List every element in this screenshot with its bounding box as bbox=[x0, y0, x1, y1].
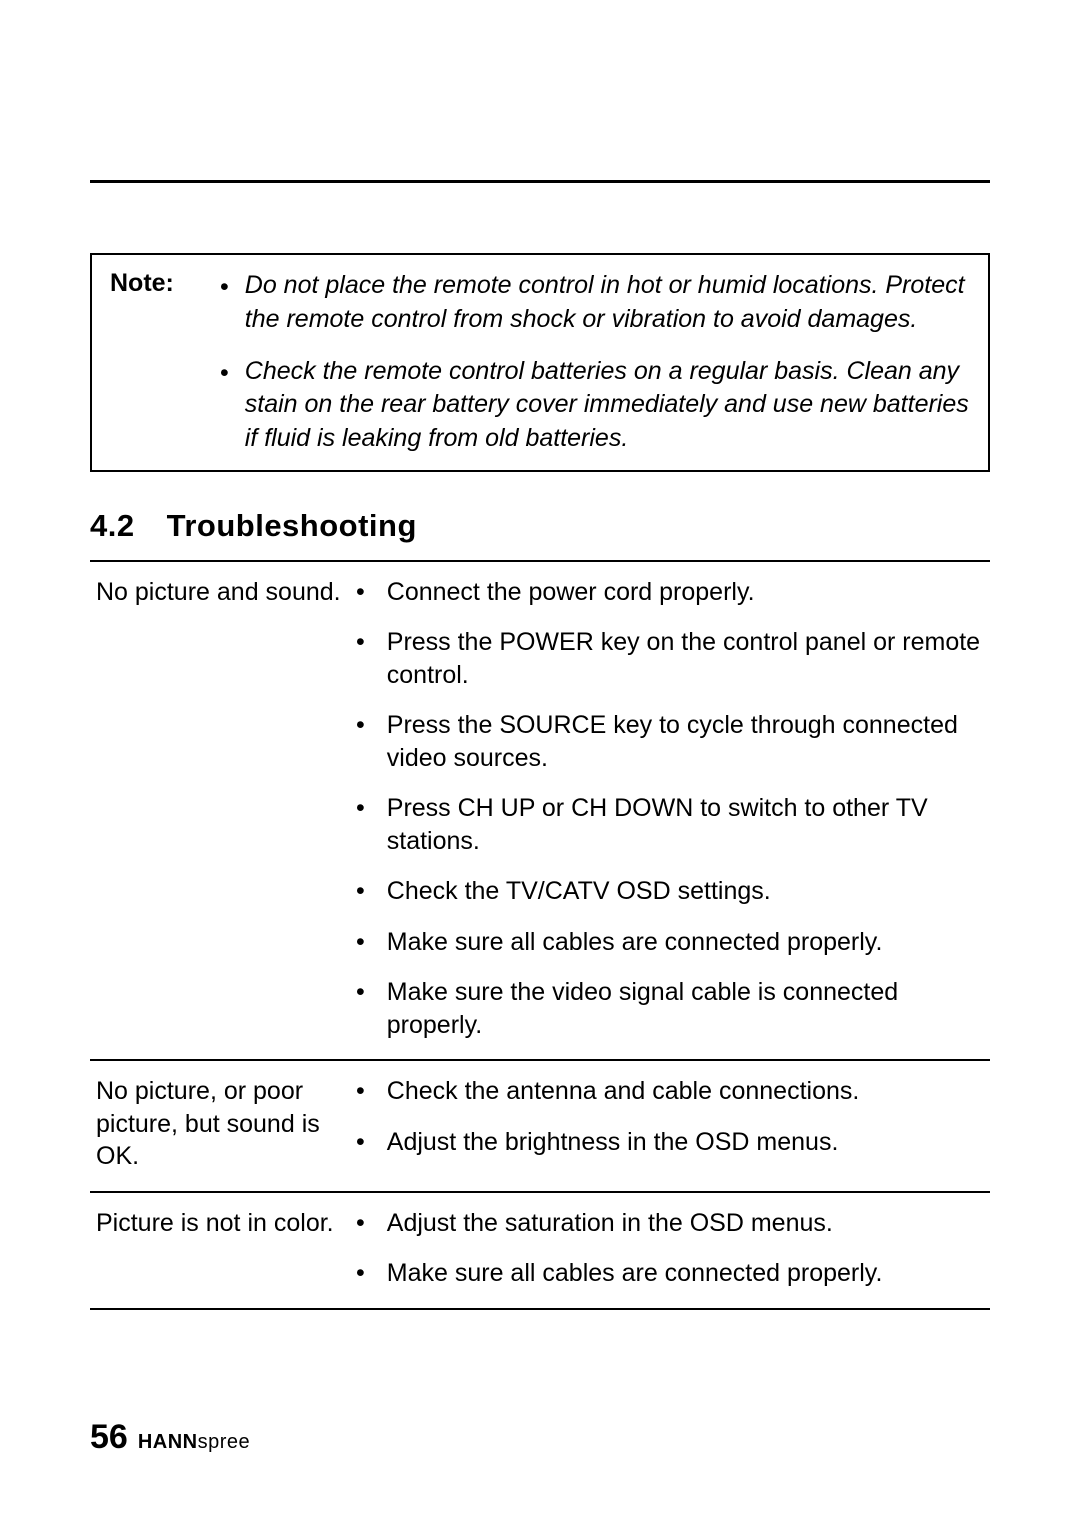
problem-cell: Picture is not in color. bbox=[90, 1192, 350, 1309]
list-item: • Press the SOURCE key to cycle through c… bbox=[356, 709, 984, 774]
list-item: • Adjust the brightness in the OSD menus. bbox=[356, 1126, 984, 1159]
troubleshooting-table: No picture and sound. • Connect the power… bbox=[90, 560, 990, 1310]
section-title: Troubleshooting bbox=[167, 508, 417, 544]
brand-light: spree bbox=[198, 1431, 251, 1453]
solutions-cell: • Check the antenna and cable connections… bbox=[350, 1060, 990, 1192]
solution-text: Make sure the video signal cable is conn… bbox=[387, 976, 984, 1041]
list-item: • Make sure the video signal cable is con… bbox=[356, 976, 984, 1041]
solutions-cell: • Adjust the saturation in the OSD menus.… bbox=[350, 1192, 990, 1309]
section-number: 4.2 bbox=[90, 508, 135, 544]
bullet-icon: • bbox=[356, 626, 365, 691]
solution-text: Make sure all cables are connected prope… bbox=[387, 1257, 984, 1290]
bullet-icon: • bbox=[356, 1207, 365, 1240]
bullet-icon: • bbox=[356, 926, 365, 959]
list-item: • Adjust the saturation in the OSD menus. bbox=[356, 1207, 984, 1240]
solutions-list: • Adjust the saturation in the OSD menus.… bbox=[356, 1207, 984, 1290]
bullet-icon: • bbox=[356, 875, 365, 908]
solutions-list: • Check the antenna and cable connections… bbox=[356, 1075, 984, 1158]
list-item: • Make sure all cables are connected prop… bbox=[356, 1257, 984, 1290]
solution-text: Check the antenna and cable connections. bbox=[387, 1075, 984, 1108]
solution-text: Adjust the brightness in the OSD menus. bbox=[387, 1126, 984, 1159]
table-row: No picture, or poor picture, but sound i… bbox=[90, 1060, 990, 1192]
note-item: Check the remote control batteries on a … bbox=[220, 355, 970, 456]
brand-logo: HANNspree bbox=[138, 1431, 250, 1454]
page-number: 56 bbox=[90, 1418, 128, 1457]
bullet-icon: • bbox=[356, 709, 365, 774]
solution-text: Press CH UP or CH DOWN to switch to othe… bbox=[387, 792, 984, 857]
problem-cell: No picture and sound. bbox=[90, 561, 350, 1061]
solution-text: Connect the power cord properly. bbox=[387, 576, 984, 609]
bullet-icon: • bbox=[356, 792, 365, 857]
page: Note: Do not place the remote control in… bbox=[0, 0, 1080, 1529]
solution-text: Press the SOURCE key to cycle through co… bbox=[387, 709, 984, 774]
list-item: • Connect the power cord properly. bbox=[356, 576, 984, 609]
section-heading: 4.2 Troubleshooting bbox=[90, 508, 990, 544]
table-row: Picture is not in color. • Adjust the sat… bbox=[90, 1192, 990, 1309]
page-footer: 56 HANNspree bbox=[90, 1418, 250, 1457]
list-item: • Check the antenna and cable connections… bbox=[356, 1075, 984, 1108]
brand-bold: HANN bbox=[138, 1431, 198, 1453]
solutions-cell: • Connect the power cord properly. • Press… bbox=[350, 561, 990, 1061]
bullet-icon: • bbox=[356, 1126, 365, 1159]
solution-text: Make sure all cables are connected prope… bbox=[387, 926, 984, 959]
problem-cell: No picture, or poor picture, but sound i… bbox=[90, 1060, 350, 1192]
note-item-text: Do not place the remote control in hot o… bbox=[245, 269, 970, 337]
bullet-icon: • bbox=[356, 576, 365, 609]
solution-text: Press the POWER key on the control panel… bbox=[387, 626, 984, 691]
solution-text: Check the TV/CATV OSD settings. bbox=[387, 875, 984, 908]
note-label: Note: bbox=[110, 269, 200, 456]
list-item: • Make sure all cables are connected prop… bbox=[356, 926, 984, 959]
bullet-icon: • bbox=[356, 1075, 365, 1108]
note-box: Note: Do not place the remote control in… bbox=[90, 253, 990, 472]
list-item: • Check the TV/CATV OSD settings. bbox=[356, 875, 984, 908]
solution-text: Adjust the saturation in the OSD menus. bbox=[387, 1207, 984, 1240]
list-item: • Press CH UP or CH DOWN to switch to oth… bbox=[356, 792, 984, 857]
solutions-list: • Connect the power cord properly. • Press… bbox=[356, 576, 984, 1042]
bullet-icon: • bbox=[356, 1257, 365, 1290]
table-row: No picture and sound. • Connect the power… bbox=[90, 561, 990, 1061]
list-item: • Press the POWER key on the control pane… bbox=[356, 626, 984, 691]
bullet-icon: • bbox=[356, 976, 365, 1041]
note-item: Do not place the remote control in hot o… bbox=[220, 269, 970, 337]
note-item-text: Check the remote control batteries on a … bbox=[245, 355, 970, 456]
note-list: Do not place the remote control in hot o… bbox=[220, 269, 970, 456]
top-rule bbox=[90, 180, 990, 183]
